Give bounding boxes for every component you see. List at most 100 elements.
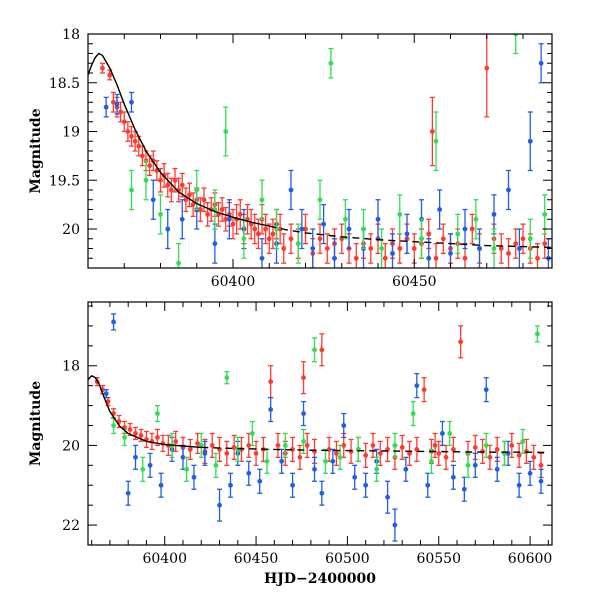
data-point	[310, 246, 316, 251]
data-point	[275, 443, 281, 448]
top-panel: 60400 60450 18 18.5 19 19.5 20 Magnitude	[28, 27, 553, 290]
data-point	[190, 202, 196, 208]
data-point	[319, 347, 325, 353]
data-point	[410, 411, 416, 416]
data-point	[111, 423, 116, 428]
data-point	[385, 494, 390, 500]
data-point	[235, 446, 241, 452]
series-1	[103, 313, 544, 542]
data-point	[397, 211, 403, 217]
data-point	[250, 431, 255, 436]
data-point	[301, 375, 306, 381]
data-point	[180, 454, 186, 460]
data-point	[301, 411, 306, 416]
data-point	[103, 104, 109, 110]
data-point	[129, 133, 134, 139]
data-point	[202, 450, 208, 456]
data-point	[433, 138, 439, 144]
data-point	[382, 255, 388, 261]
data-point	[374, 466, 380, 472]
data-point	[219, 207, 225, 212]
data-point	[483, 443, 489, 448]
data-point	[140, 466, 146, 472]
data-point	[168, 187, 174, 193]
data-point	[223, 216, 229, 222]
data-point	[361, 226, 366, 232]
data-point	[477, 246, 482, 251]
data-point	[266, 236, 272, 242]
data-point	[520, 439, 526, 444]
data-point	[509, 443, 515, 448]
data-point	[534, 331, 540, 337]
data-point	[491, 211, 497, 217]
data-point	[259, 255, 265, 261]
data-point	[337, 454, 343, 460]
data-point	[290, 482, 295, 488]
data-point	[332, 255, 337, 261]
data-point	[538, 462, 544, 468]
series-2	[111, 325, 540, 482]
x-axis-label: HJD−2400000	[264, 571, 376, 587]
data-point	[136, 143, 142, 149]
data-point	[348, 448, 354, 454]
data-point	[426, 231, 432, 237]
data-point	[270, 231, 276, 237]
data-point	[404, 231, 410, 237]
data-point	[110, 99, 116, 105]
data-point	[312, 466, 317, 472]
data-point	[390, 250, 395, 256]
data-point	[538, 478, 544, 484]
data-point	[377, 450, 383, 456]
data-point	[426, 255, 432, 261]
data-point	[187, 192, 192, 198]
data-point	[264, 458, 270, 464]
data-point	[462, 226, 468, 232]
model-curve	[88, 52, 270, 227]
data-point	[542, 211, 548, 217]
data-point	[147, 163, 153, 169]
y-tick-label: 18	[62, 27, 80, 43]
data-point	[483, 387, 489, 393]
y-axis-label: Magnitude	[28, 381, 44, 466]
data-point	[129, 99, 134, 105]
data-point	[425, 482, 431, 488]
data-point	[538, 60, 544, 66]
data-point	[494, 466, 500, 472]
data-point	[122, 435, 127, 440]
data-point	[268, 407, 274, 412]
data-point	[103, 391, 109, 397]
model-curve	[88, 374, 202, 449]
x-tick-label: 60500	[325, 551, 370, 567]
data-point	[399, 445, 405, 450]
data-point	[368, 246, 374, 251]
data-point	[341, 443, 347, 448]
data-point	[230, 221, 236, 227]
series-2	[129, 34, 548, 268]
data-point	[324, 246, 330, 251]
data-point	[125, 129, 131, 134]
data-point	[263, 226, 269, 232]
data-point	[353, 255, 359, 261]
data-point	[246, 470, 252, 476]
y-tick-label: 19	[62, 125, 80, 141]
data-point	[303, 226, 308, 232]
data-point	[255, 231, 261, 237]
data-point	[282, 443, 288, 448]
y-tick-label: 19.5	[49, 173, 80, 189]
y-tick-label: 22	[62, 518, 80, 534]
model-curve-extrapolated	[201, 446, 549, 454]
data-point	[498, 246, 504, 251]
data-point	[440, 236, 446, 242]
data-point	[407, 450, 412, 456]
data-point	[535, 255, 540, 261]
data-point	[209, 443, 215, 448]
data-point	[370, 443, 376, 448]
data-point	[469, 226, 475, 232]
data-point	[317, 197, 323, 203]
data-point	[447, 431, 453, 436]
data-point	[403, 466, 409, 472]
data-point	[133, 431, 138, 436]
data-point	[288, 236, 294, 242]
data-point	[433, 255, 439, 261]
